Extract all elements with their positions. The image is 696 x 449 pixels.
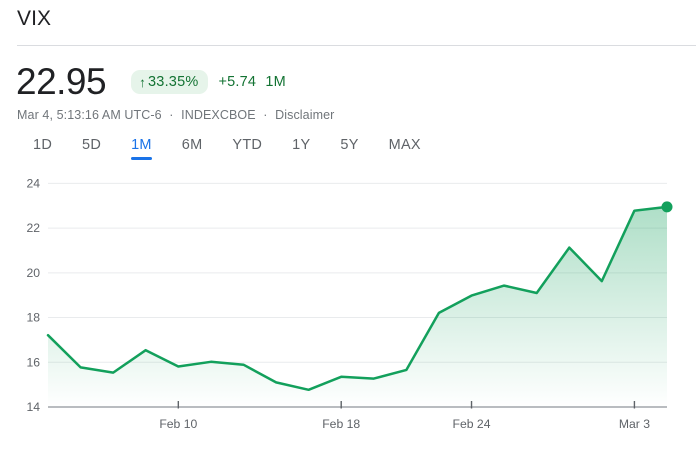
tab-ytd[interactable]: YTD [232,137,263,153]
y-axis-label: 22 [26,221,40,235]
disclaimer-link[interactable]: Disclaimer [275,108,335,122]
chart-area: 14 16 18 20 22 24 Feb 10 Feb 18 Feb 24 Mar 3 [0,170,696,449]
change-percent-value: 33.35% [148,74,199,90]
y-axis-label: 14 [26,400,40,414]
price-line [46,205,669,392]
quote-meta: Mar 4, 5:13:16 AM UTC-6 · INDEXCBOE · Di… [17,108,334,122]
exchange-label: INDEXCBOE [181,108,256,122]
header-divider [17,45,696,46]
x-axis-label: Feb 24 [453,417,491,431]
price-chart[interactable]: 14 16 18 20 22 24 Feb 10 Feb 18 Feb 24 Mar 3 [0,170,696,449]
change-absolute-value: +5.74 [218,74,257,90]
x-axis-label: Feb 18 [322,417,360,431]
x-axis-label: Mar 3 [619,417,650,431]
tab-max[interactable]: MAX [388,137,421,153]
tab-6m[interactable]: 6M [181,137,203,153]
tab-1m[interactable]: 1M [121,136,162,160]
page-title: VIX [17,7,52,30]
x-axis-label: Feb 10 [159,417,197,431]
quote-timestamp: Mar 4, 5:13:16 AM UTC-6 [17,108,162,122]
y-axis-label: 24 [26,176,40,190]
header: VIX [17,7,51,31]
tab-1y[interactable]: 1Y [292,137,311,153]
current-price: 22.95 [16,61,107,102]
tab-5d[interactable]: 5D [82,137,102,153]
y-axis-label: 20 [26,266,40,280]
price-row: 22.95 ↑ 33.35% +5.74 1M [16,61,286,102]
dot-separator: · [263,108,268,122]
change-period-label: 1M [265,74,286,90]
range-tabs: 1D 5D 1M 6M YTD 1Y 5Y MAX [23,136,431,160]
endpoint-dot [661,201,673,213]
change-percent-badge: ↑ 33.35% [131,70,209,94]
tab-1d[interactable]: 1D [33,137,53,153]
y-axis-label: 16 [26,355,40,369]
tab-5y[interactable]: 5Y [340,137,359,153]
change-absolute: +5.74 1M [218,74,285,90]
y-axis-label: 18 [26,311,40,325]
area-fill [48,206,667,407]
arrow-up-icon: ↑ [139,74,147,90]
dot-separator: · [169,108,174,122]
